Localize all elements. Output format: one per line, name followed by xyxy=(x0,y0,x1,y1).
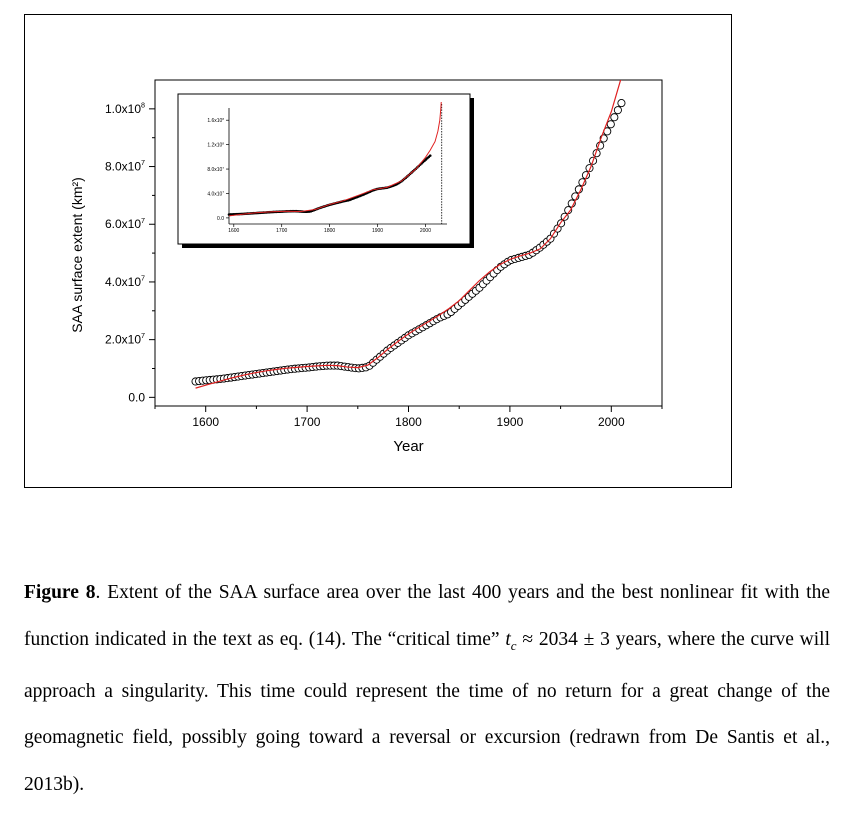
y-tick-label-exponent: 7 xyxy=(141,216,145,225)
y-tick-label-exponent: 8 xyxy=(141,100,145,109)
inset-y-tick-label-mantissa: 0.0 xyxy=(217,216,224,222)
inset-x-tick-label: 1700 xyxy=(276,228,287,234)
figure-caption: Figure 8. Extent of the SAA surface area… xyxy=(24,570,830,808)
y-tick-label-exponent: 7 xyxy=(141,331,145,340)
y-tick-label-mantissa: 1.0x10 xyxy=(105,102,141,116)
inset-x-tick-label: 2000 xyxy=(420,228,431,234)
critical-time-subscript: c xyxy=(510,637,517,653)
inset-y-tick-label: 8.0x107 xyxy=(207,166,224,173)
fit-line xyxy=(195,80,622,389)
y-tick-label-exponent: 7 xyxy=(141,158,145,167)
x-tick-label: 1900 xyxy=(497,415,524,429)
figure-caption-text-1: . Extent of the SAA surface area over th… xyxy=(24,582,830,650)
data-point-circle xyxy=(606,120,615,129)
y-axis-label: SAA surface extent (km²) xyxy=(69,177,85,333)
inset-fit-line xyxy=(229,102,442,217)
chart-area: 0.02.0x1074.0x1076.0x1078.0x1071.0x10816… xyxy=(69,79,663,455)
inset-y-tick-label: 1.2x108 xyxy=(207,141,224,148)
y-tick-label: 4.0x107 xyxy=(105,274,145,289)
main-chart: 0.02.0x1074.0x1076.0x1078.0x1071.0x10816… xyxy=(69,79,663,455)
x-tick-label: 1800 xyxy=(395,415,422,429)
inset-y-tick-label-exponent: 7 xyxy=(222,190,224,194)
inset-y-tick-label: 1.6x108 xyxy=(207,117,224,124)
y-tick-label-mantissa: 6.0x10 xyxy=(105,217,141,231)
x-axis-label: Year xyxy=(393,438,423,455)
critical-time-symbol: t xyxy=(505,628,511,650)
y-tick-label-mantissa: 2.0x10 xyxy=(105,333,141,347)
y-tick-label-mantissa: 8.0x10 xyxy=(105,160,141,174)
x-tick-label: 2000 xyxy=(598,415,625,429)
y-tick-label: 2.0x107 xyxy=(105,331,145,346)
inset-x-tick-label: 1800 xyxy=(324,228,335,234)
inset-y-tick-label-mantissa: 1.6x10 xyxy=(207,118,222,124)
inset-y-tick-label: 0.0 xyxy=(217,216,224,222)
y-tick-label: 6.0x107 xyxy=(105,216,145,231)
inset-y-tick-label-mantissa: 4.0x10 xyxy=(207,191,222,197)
y-tick-label: 8.0x107 xyxy=(105,158,145,173)
x-tick-label: 1600 xyxy=(192,415,219,429)
inset-data-point xyxy=(428,154,432,157)
inset-y-tick-label-mantissa: 1.2x10 xyxy=(207,143,222,149)
x-tick-label: 1700 xyxy=(294,415,321,429)
data-point-circle xyxy=(613,106,622,115)
inset-y-tick-label-exponent: 8 xyxy=(222,141,224,145)
inset-y-tick-label-mantissa: 8.0x10 xyxy=(207,167,222,173)
data-point-circle xyxy=(617,99,626,108)
inset-x-tick-label: 1900 xyxy=(372,228,383,234)
y-tick-label-mantissa: 4.0x10 xyxy=(105,275,141,289)
y-tick-label-exponent: 7 xyxy=(141,274,145,283)
inset-y-tick-label-exponent: 7 xyxy=(222,166,224,170)
data-point-circle xyxy=(610,113,619,122)
inset-y-tick-label: 4.0x107 xyxy=(207,190,224,197)
figure-caption-text-2: ≈ 2034 ± 3 years, where the curve will a… xyxy=(24,628,830,795)
y-tick-label: 1.0x108 xyxy=(105,100,145,115)
inset-x-tick-label: 1600 xyxy=(228,228,239,234)
figure-frame xyxy=(24,14,732,488)
y-tick-label: 0.0 xyxy=(128,390,145,404)
figure-caption-label: Figure 8 xyxy=(24,582,96,603)
inset-y-tick-label-exponent: 8 xyxy=(222,117,224,121)
y-tick-label-mantissa: 0.0 xyxy=(128,390,145,404)
